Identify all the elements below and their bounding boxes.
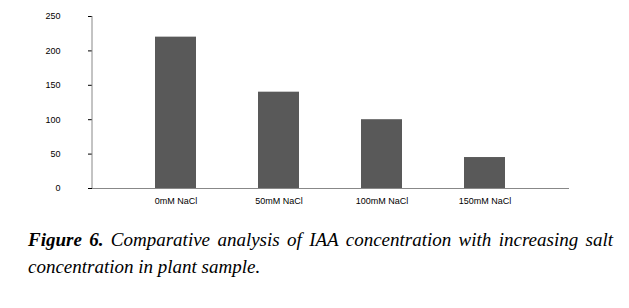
svg-text:100mM NaCl: 100mM NaCl xyxy=(356,196,409,206)
svg-text:50: 50 xyxy=(50,149,60,159)
svg-text:200: 200 xyxy=(45,46,60,56)
svg-text:150: 150 xyxy=(45,80,60,90)
svg-text:0mM NaCl: 0mM NaCl xyxy=(155,196,198,206)
svg-text:250: 250 xyxy=(45,11,60,21)
svg-text:0: 0 xyxy=(55,183,60,193)
svg-text:150mM NaCl: 150mM NaCl xyxy=(459,196,512,206)
svg-text:100: 100 xyxy=(45,115,60,125)
html-text:Figure 6. Comparative analysis: Figure 6. Comparative analysis of IAA co… xyxy=(28,229,613,277)
svg-text:50mM NaCl: 50mM NaCl xyxy=(255,196,303,206)
